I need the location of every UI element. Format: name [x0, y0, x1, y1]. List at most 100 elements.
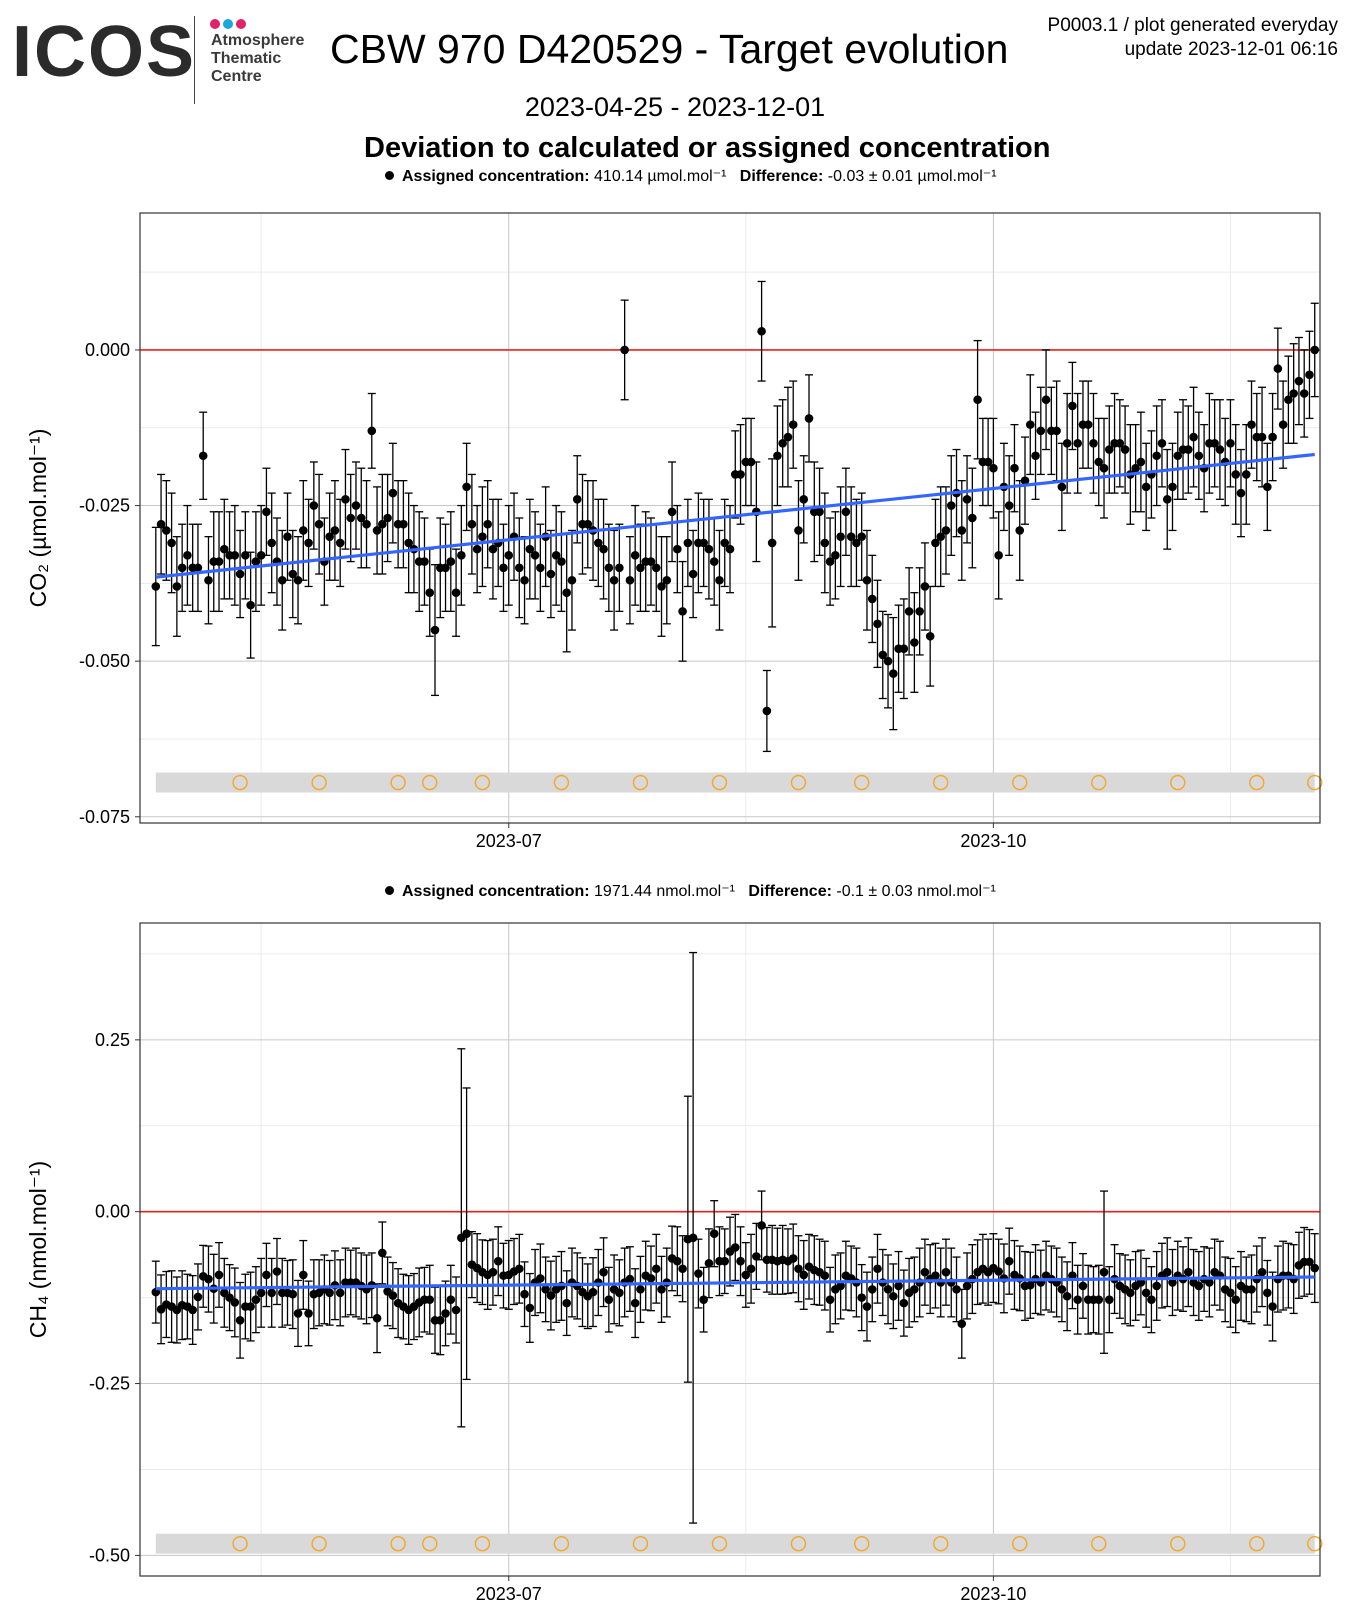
data-point: [351, 501, 361, 510]
logo-dot: [223, 19, 233, 29]
data-point: [504, 551, 514, 560]
data-point: [683, 538, 693, 548]
data-point: [1062, 439, 1072, 448]
data-point: [820, 538, 830, 548]
data-point: [167, 538, 176, 548]
data-point: [214, 1270, 224, 1280]
data-point: [514, 1264, 524, 1274]
data-point: [499, 563, 508, 573]
data-point: [867, 1285, 877, 1294]
data-point: [1131, 463, 1140, 473]
data-point: [741, 1270, 751, 1280]
data-point: [362, 519, 371, 529]
calibration-marker: [1091, 774, 1107, 791]
data-point: [514, 563, 524, 573]
data-point: [272, 1267, 282, 1276]
data-point: [620, 345, 629, 355]
data-point: [894, 1281, 903, 1291]
data-point: [325, 1288, 334, 1298]
data-point: [1073, 439, 1082, 448]
data-point: [604, 1295, 614, 1304]
data-point: [1089, 439, 1098, 448]
co2-subtitle: Assigned concentration: 410.14 µmol.mol⁻…: [385, 166, 997, 186]
data-point: [1263, 1288, 1272, 1298]
data-point: [889, 669, 898, 678]
data-point: [746, 457, 756, 467]
data-point: [1073, 1295, 1082, 1304]
data-point: [651, 563, 661, 573]
data-point: [720, 1256, 730, 1266]
calibration-marker: [390, 1535, 406, 1552]
data-point: [1194, 451, 1204, 461]
calibration-marker: [790, 774, 807, 791]
data-point: [267, 1288, 276, 1298]
data-point: [1294, 376, 1304, 386]
data-point: [235, 569, 245, 579]
data-point: [1241, 470, 1251, 479]
data-point: [715, 575, 724, 585]
data-point: [752, 1252, 761, 1261]
ch4-panel: 0.25 0.00 -0.25 -0.50 2023-07 2023-10 CH₄ (nmo…: [25, 922, 1323, 1604]
data-point: [1215, 445, 1225, 454]
data-point: [857, 1293, 866, 1302]
plot-note: P0003.1 / plot generated everyday update…: [1048, 14, 1338, 62]
data-point: [736, 470, 745, 479]
data-point: [567, 575, 577, 585]
data-point: [472, 544, 482, 554]
calibration-marker: [553, 774, 570, 791]
data-point: [899, 1298, 909, 1308]
calibration-marker: [1307, 1535, 1323, 1552]
data-point: [441, 1309, 450, 1318]
data-point: [1068, 401, 1077, 411]
y-axis-label: CO₂ (µmol.mol⁻¹): [25, 429, 51, 608]
data-point: [1025, 1280, 1035, 1290]
data-point: [378, 1248, 387, 1258]
calibration-marker: [1170, 1535, 1186, 1552]
data-point: [425, 588, 435, 597]
legend-point-icon: [385, 171, 394, 180]
data-point: [172, 582, 182, 591]
data-point: [709, 557, 719, 566]
x-tick-label: 2023-10: [960, 831, 1026, 851]
data-point: [1305, 370, 1314, 380]
calibration-marker: [632, 1535, 649, 1552]
data-point: [1205, 1278, 1214, 1287]
data-point: [941, 526, 951, 535]
data-point: [1268, 1302, 1277, 1311]
data-point: [704, 1258, 714, 1268]
data-point: [920, 582, 930, 591]
calibration-band: [155, 1533, 1315, 1554]
data-point: [630, 551, 640, 560]
data-point: [1305, 1257, 1314, 1267]
data-point: [572, 495, 582, 504]
data-point: [799, 495, 809, 504]
data-point: [1147, 1295, 1156, 1304]
data-point: [483, 519, 492, 529]
data-point: [541, 1285, 550, 1294]
data-point: [836, 1281, 845, 1291]
data-point: [794, 526, 803, 535]
data-point: [1184, 445, 1193, 454]
data-point: [857, 532, 866, 541]
data-point: [788, 420, 798, 429]
data-point: [1184, 1267, 1193, 1277]
data-point: [1152, 451, 1161, 461]
x-tick-label: 2023-07: [476, 1584, 542, 1604]
data-point: [457, 551, 466, 560]
data-point: [304, 1309, 313, 1318]
data-point: [873, 619, 882, 629]
calibration-marker: [790, 1535, 807, 1552]
data-point: [309, 501, 319, 510]
logo-line: Atmosphere: [211, 32, 305, 49]
assigned-value: 1971.44 nmol.mol⁻¹: [594, 883, 735, 900]
data-point: [1057, 482, 1067, 492]
logo-dots-icon: [210, 16, 249, 34]
calibration-marker: [553, 1535, 570, 1552]
calibration-marker: [474, 1535, 491, 1552]
data-point: [530, 551, 540, 560]
calibration-marker: [853, 1535, 870, 1552]
data-point: [1094, 1295, 1104, 1304]
data-point: [1126, 1288, 1135, 1298]
data-point: [962, 1281, 972, 1291]
data-point: [778, 439, 787, 448]
